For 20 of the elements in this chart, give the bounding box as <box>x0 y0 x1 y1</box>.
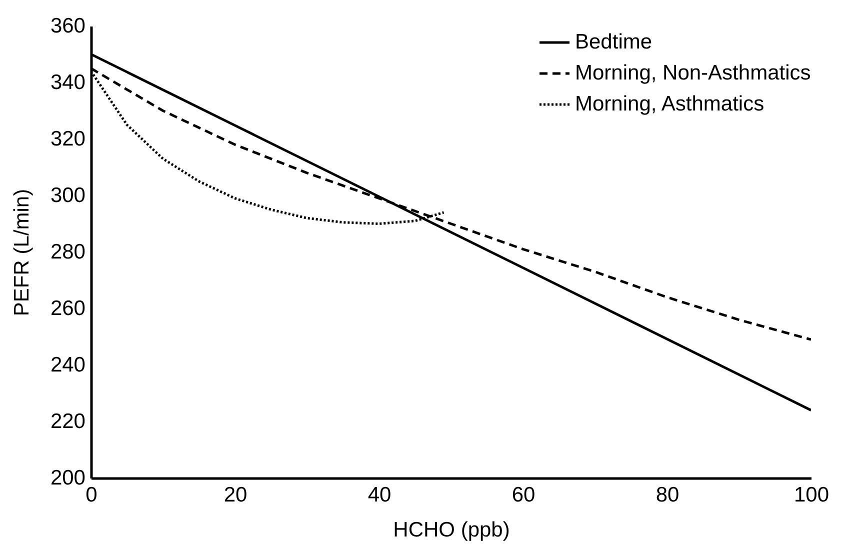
x-axis-title: HCHO (ppb) <box>393 518 510 542</box>
legend-label: Morning, Asthmatics <box>575 92 764 116</box>
y-tick-label: 300 <box>50 184 86 207</box>
y-tick-label: 280 <box>50 240 86 264</box>
x-tick-label: 40 <box>368 484 392 506</box>
y-tick-label: 320 <box>50 128 86 150</box>
y-tick-label: 360 <box>50 14 86 38</box>
legend-label: Morning, Non-Asthmatics <box>575 62 811 84</box>
y-tick-label: 260 <box>50 297 86 320</box>
x-tick-label: 0 <box>86 484 98 506</box>
y-tick-label: 340 <box>50 71 86 94</box>
legend-label: Bedtime <box>575 30 652 54</box>
y-tick-label: 240 <box>50 354 86 376</box>
x-tick-label: 20 <box>224 484 248 506</box>
x-tick-label: 60 <box>512 484 536 506</box>
x-tick-label: 100 <box>794 484 830 506</box>
x-tick-label: 80 <box>656 484 680 506</box>
y-axis-title: PEFR (L/min) <box>10 188 34 316</box>
y-tick-label: 200 <box>50 466 86 490</box>
y-tick-label: 220 <box>50 410 86 433</box>
